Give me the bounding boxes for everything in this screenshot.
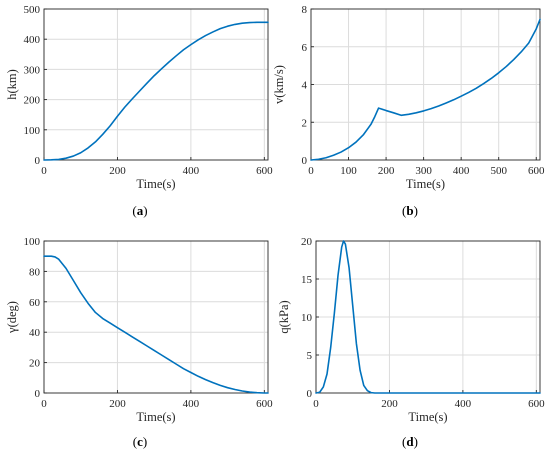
chart-panel-c: 0 200 400 600 0 20 40 60 80 100 Time(s) γ(deg) (c) <box>5 236 273 449</box>
x-tick-label: 600 <box>528 398 545 410</box>
series-line <box>315 240 541 394</box>
x-tick-label: 400 <box>183 165 200 177</box>
y-axis-label: γ(deg) <box>5 301 19 334</box>
panel-caption: (c) <box>133 434 147 449</box>
y-tick-label: 0 <box>35 388 41 400</box>
y-tick-label: 80 <box>29 266 41 278</box>
x-tick-label: 400 <box>183 398 200 410</box>
panel-caption-letter: d <box>406 434 414 449</box>
y-tick-label: 10 <box>301 312 313 324</box>
y-tick-label: 0 <box>307 388 313 400</box>
y-tick-label: 0 <box>35 155 41 167</box>
panel-caption: (d) <box>402 434 418 449</box>
plot-frame <box>43 240 269 394</box>
y-tick-label: 20 <box>29 358 41 370</box>
x-axis-label: Time(s) <box>136 177 175 191</box>
x-axis-label: Time(s) <box>136 410 175 424</box>
x-tick-label: 300 <box>415 165 432 177</box>
y-tick-label: 2 <box>302 117 308 129</box>
y-tick-label: 100 <box>24 236 41 248</box>
x-tick-label: 400 <box>453 165 470 177</box>
y-axis-label: v(km/s) <box>272 65 286 104</box>
panel-caption: (a) <box>132 203 147 218</box>
x-tick-label: 600 <box>256 165 273 177</box>
y-tick-label: 60 <box>29 297 41 309</box>
x-tick-label: 0 <box>313 398 319 410</box>
y-tick-label: 40 <box>29 327 41 339</box>
chart-panel-d: 0 200 400 600 0 5 10 15 20 Time(s) q(kPa) (d) <box>277 236 545 449</box>
x-tick-label: 100 <box>340 165 357 177</box>
chart-panel-a: 0 200 400 600 0 100 200 300 400 500 Time(s) h(km) (a… <box>5 4 273 218</box>
x-tick-label: 0 <box>308 165 314 177</box>
y-tick-label: 0 <box>302 155 308 167</box>
x-tick-label: 0 <box>41 165 47 177</box>
y-tick-label: 5 <box>307 350 313 362</box>
panel-caption-letter: b <box>406 203 413 218</box>
x-tick-label: 0 <box>41 398 47 410</box>
x-axis-label: Time(s) <box>406 177 445 191</box>
y-tick-label: 200 <box>24 95 41 107</box>
series-line <box>43 21 269 161</box>
x-axis-label: Time(s) <box>408 410 447 424</box>
y-tick-label: 20 <box>301 236 313 248</box>
chart-panel-b: 0 100 200 300 400 500 600 0 2 4 6 8 Time(s) v(km/s) (b… <box>272 4 545 218</box>
x-tick-label: 200 <box>381 398 398 410</box>
y-tick-label: 400 <box>24 34 41 46</box>
y-tick-label: 15 <box>301 274 313 286</box>
y-tick-label: 4 <box>302 80 308 92</box>
series-line <box>43 255 269 394</box>
panel-caption-letter: c <box>137 434 143 449</box>
y-tick-label: 6 <box>302 42 308 54</box>
x-tick-label: 200 <box>109 165 126 177</box>
y-tick-label: 8 <box>302 4 308 16</box>
panel-caption-letter: a <box>137 203 144 218</box>
y-axis-label: q(kPa) <box>277 300 291 333</box>
x-tick-label: 600 <box>528 165 545 177</box>
y-tick-label: 300 <box>24 64 41 76</box>
x-tick-label: 600 <box>256 398 273 410</box>
y-tick-label: 100 <box>24 125 41 137</box>
y-tick-label: 500 <box>24 4 41 16</box>
x-tick-label: 500 <box>490 165 507 177</box>
x-tick-label: 200 <box>109 398 126 410</box>
x-tick-label: 400 <box>455 398 472 410</box>
y-axis-label: h(km) <box>5 69 19 100</box>
x-tick-label: 200 <box>378 165 395 177</box>
plot-frame <box>43 8 269 161</box>
panel-caption: (b) <box>402 203 418 218</box>
series-line <box>310 18 541 161</box>
